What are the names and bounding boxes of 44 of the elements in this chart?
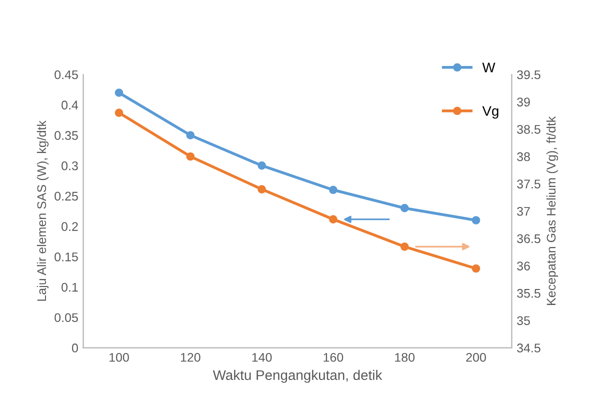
- x-tick-label: 180: [395, 352, 415, 362]
- y2-tick-label: 37.5: [517, 180, 540, 188]
- point: [186, 152, 195, 161]
- point: [114, 108, 124, 117]
- x-tick-label: 100: [110, 352, 129, 362]
- point: [186, 131, 195, 140]
- legend-label: W: [482, 62, 496, 72]
- x-axis-title: Waktu Pengangkutan, detik: [212, 370, 382, 383]
- y2-tick-label: 38.5: [517, 124, 540, 134]
- point: [472, 264, 480, 273]
- y2-tick-label: 37: [517, 206, 530, 216]
- point: [400, 204, 409, 212]
- y-tick-label: 0.35: [54, 131, 78, 140]
- y-tick-label: 0.25: [54, 192, 78, 201]
- point: [400, 242, 409, 251]
- point: [114, 88, 124, 97]
- y-tick-label: 0.15: [54, 252, 78, 262]
- point: [258, 185, 266, 194]
- y2-axis-title: Kecepatan Gas Helium (Vg), ft/dtk: [546, 116, 558, 305]
- x-tick-label: 120: [180, 352, 200, 362]
- y2-tick-label: 36: [517, 262, 530, 270]
- y-tick-label: 0.2: [62, 222, 78, 231]
- y2-tick-label: 36.5: [517, 234, 540, 244]
- x-tick-label: 160: [324, 352, 344, 362]
- y-tick-label: 0.4: [62, 100, 78, 110]
- y2-tick-label: 34.5: [517, 344, 540, 352]
- x-tick-label: 140: [252, 352, 272, 362]
- y-tick-label: 0.3: [62, 161, 78, 170]
- x-tick-label: 200: [466, 352, 486, 362]
- y2-tick-label: 39.5: [517, 70, 540, 80]
- y-axis-title: Laju Alir elemen SAS (W), kg/dtk: [36, 120, 49, 301]
- point: [329, 186, 338, 194]
- y2-tick-label: 38: [517, 152, 530, 162]
- y-tick-label: 0.45: [54, 70, 78, 80]
- point: [258, 161, 266, 170]
- y2-tick-label: 39: [517, 98, 530, 106]
- point: [472, 216, 480, 224]
- y-tick-label: 0.1: [62, 282, 78, 292]
- point: [329, 215, 338, 224]
- y-tick-label: 0.05: [54, 313, 78, 322]
- y2-tick-label: 35.5: [517, 288, 540, 298]
- y2-tick-label: 35: [517, 316, 530, 326]
- y-tick-label: 0: [72, 344, 78, 352]
- legend-label: Vg: [482, 106, 498, 119]
